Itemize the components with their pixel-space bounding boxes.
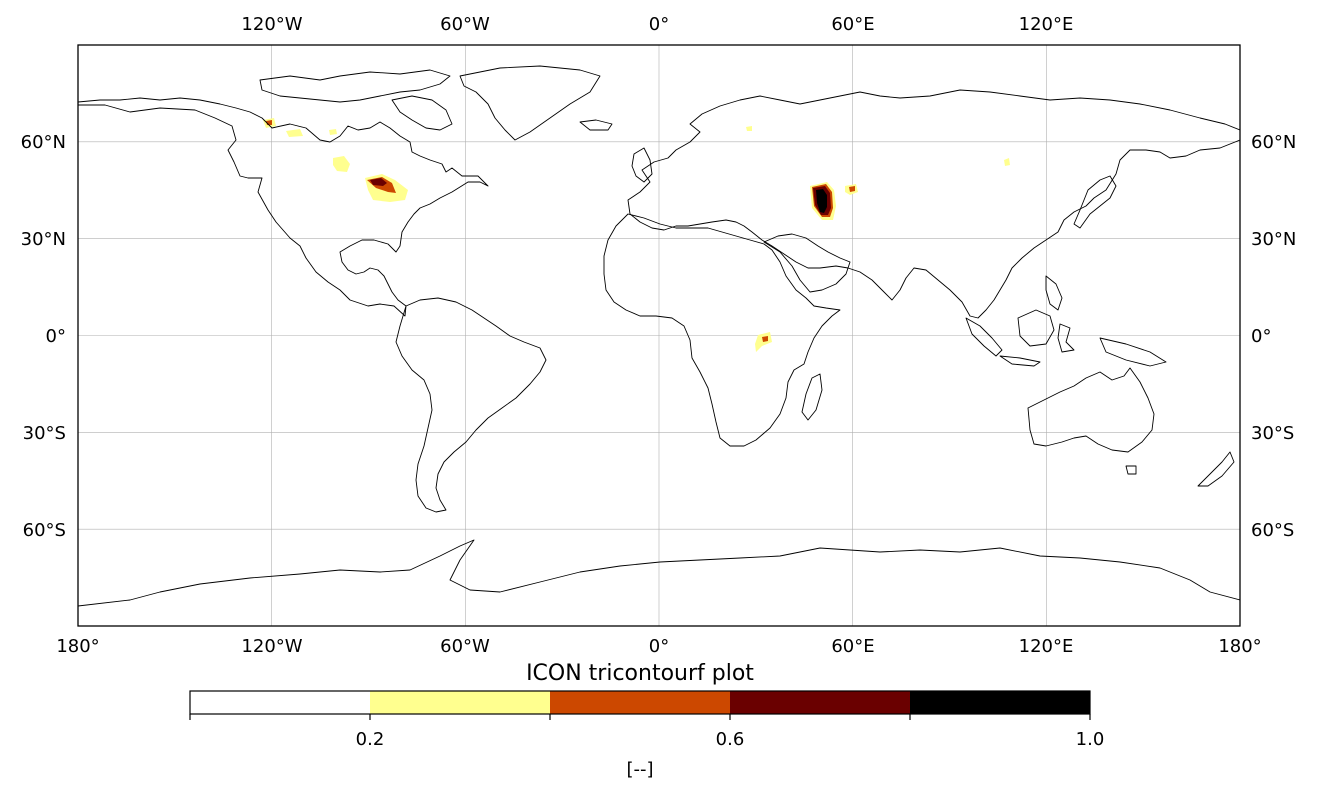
coastline-tasmania xyxy=(1125,465,1137,475)
colorbar-ticks xyxy=(189,714,1091,720)
colorbar-tick-label: 0.6 xyxy=(716,729,745,750)
coastline-philippines xyxy=(1045,275,1063,311)
bottom-lon-label: 0° xyxy=(649,636,669,657)
left-lat-labels: 60°N 30°N 0° 30°S 60°S xyxy=(21,132,66,541)
coastline-new-guinea xyxy=(1099,337,1167,367)
colorbar-segment xyxy=(370,691,550,714)
right-lat-label: 60°S xyxy=(1251,520,1294,541)
right-lat-label: 30°S xyxy=(1251,423,1294,444)
top-lon-labels: 120°W 60°W 0° 60°E 120°E xyxy=(241,14,1073,35)
coastline-sulawesi xyxy=(1057,323,1075,353)
top-lon-label: 0° xyxy=(649,14,669,35)
left-lat-label: 60°S xyxy=(23,520,66,541)
contour-aral-mid xyxy=(849,186,855,192)
contour-victoria-outer xyxy=(755,332,772,352)
colorbar-segment xyxy=(190,691,370,714)
bottom-lon-label: 120°W xyxy=(241,636,302,657)
coastline-arabia xyxy=(763,233,851,293)
contour-scandinavia-outer xyxy=(746,126,752,131)
coastline-north-america xyxy=(78,97,489,317)
top-lon-label: 120°W xyxy=(241,14,302,35)
right-lat-label: 30°N xyxy=(1251,229,1296,250)
right-lat-label: 0° xyxy=(1251,326,1271,347)
left-lat-label: 30°S xyxy=(23,423,66,444)
left-lat-label: 60°N xyxy=(21,132,66,153)
right-lat-labels: 60°N 30°N 0° 30°S 60°S xyxy=(1251,132,1296,541)
coastline-south-america xyxy=(395,297,547,513)
left-lat-label: 30°N xyxy=(21,229,66,250)
coastline-australia xyxy=(1027,367,1155,453)
contour-caspian-core xyxy=(816,189,827,213)
colorbar-segment xyxy=(730,691,910,714)
contour-great-slave-outer xyxy=(329,129,337,135)
contour-victoria-mid xyxy=(762,336,768,342)
coastline-iceland xyxy=(579,119,613,131)
coastline-baffin xyxy=(391,95,453,131)
colorbar-frame xyxy=(189,690,1091,715)
bottom-lon-label: 60°E xyxy=(831,636,874,657)
coastline-new-zealand xyxy=(1197,451,1235,487)
colorbar-tick-label: 0.2 xyxy=(356,729,385,750)
bottom-lon-label: 120°E xyxy=(1019,636,1074,657)
left-lat-label: 0° xyxy=(46,326,66,347)
colorbar xyxy=(190,691,1090,714)
contour-fills xyxy=(263,118,1010,352)
colorbar-segment xyxy=(910,691,1090,714)
bottom-lon-label: 60°W xyxy=(440,636,490,657)
coastline-antarctica xyxy=(78,539,1240,626)
contour-baikal-outer xyxy=(1004,158,1010,166)
bottom-lon-label: 180° xyxy=(56,636,99,657)
top-lon-label: 60°E xyxy=(831,14,874,35)
coastline-africa xyxy=(603,213,841,447)
bottom-lon-labels: 180° 120°W 60°W 0° 60°E 120°E 180° xyxy=(56,636,1261,657)
plot-title: ICON tricontourf plot xyxy=(526,661,754,686)
map-frame xyxy=(77,44,1241,627)
coastline-japan xyxy=(1073,175,1117,229)
top-lon-label: 60°W xyxy=(440,14,490,35)
gridlines xyxy=(78,45,1240,626)
right-lat-label: 60°N xyxy=(1251,132,1296,153)
coastline-great-britain xyxy=(631,147,653,183)
coastline-eurasia xyxy=(627,89,1240,319)
coastline-sumatra xyxy=(965,317,1003,357)
contour-great-bear-outer xyxy=(286,129,303,137)
coastline-borneo xyxy=(1017,309,1055,347)
coastline-arctic-islands xyxy=(259,69,451,103)
top-lon-label: 120°E xyxy=(1019,14,1074,35)
coastline-java xyxy=(999,355,1041,367)
colorbar-tick-label: 1.0 xyxy=(1076,729,1105,750)
colorbar-segment xyxy=(550,691,730,714)
colorbar-unit-label: [--] xyxy=(626,759,653,780)
coastline-greenland xyxy=(459,65,601,141)
contour-winnipeg-outer xyxy=(333,156,350,172)
coastlines xyxy=(78,65,1240,626)
contour-great-lakes-dark xyxy=(370,178,387,186)
coastline-madagascar xyxy=(801,373,823,421)
bottom-lon-label: 180° xyxy=(1218,636,1261,657)
